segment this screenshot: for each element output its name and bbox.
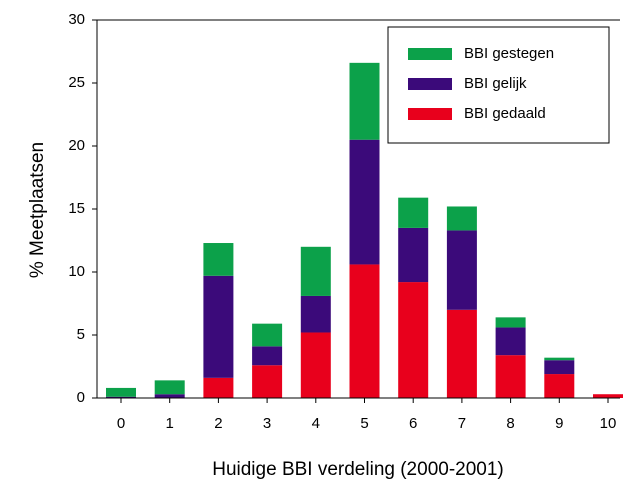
x-tick-label: 9 (555, 415, 563, 432)
bar-segment (398, 197, 429, 228)
bar-segment (106, 396, 136, 398)
y-tick-label: 5 (77, 326, 85, 343)
legend-swatch (408, 108, 452, 120)
bar-segment (495, 317, 526, 328)
bar-segment (349, 139, 380, 265)
bar-segment (203, 377, 234, 398)
x-axis-label: Huidige BBI verdeling (2000-2001) (212, 459, 504, 480)
legend-label: BBI gelijk (464, 75, 527, 92)
bar-segment (349, 62, 380, 140)
x-tick-label: 1 (166, 415, 174, 432)
bar-segment (495, 355, 526, 398)
bar-segment (154, 380, 185, 395)
bar-segment (300, 295, 331, 333)
bar-segment (446, 309, 477, 398)
bar-segment (154, 394, 185, 398)
y-tick-label: 30 (68, 11, 85, 28)
y-tick-label: 10 (68, 263, 85, 280)
bar-segment (544, 374, 575, 398)
bar-segment (593, 394, 623, 398)
x-tick-label: 6 (409, 415, 417, 432)
x-tick-label: 7 (458, 415, 466, 432)
y-tick-label: 15 (68, 200, 85, 217)
bar-segment (398, 282, 429, 398)
x-tick-label: 5 (360, 415, 368, 432)
bar-segment (349, 264, 380, 398)
bar-segment (252, 365, 283, 398)
y-tick-label: 25 (68, 74, 85, 91)
x-tick-label: 10 (600, 415, 617, 432)
x-tick-label: 2 (214, 415, 222, 432)
bar-segment (300, 246, 331, 296)
bar-segment (252, 323, 283, 347)
bar-segment (300, 332, 331, 398)
legend-label: BBI gedaald (464, 105, 546, 122)
y-axis-label: % Meetplaatsen (27, 142, 48, 278)
x-tick-label: 0 (117, 415, 125, 432)
bar-segment (495, 327, 526, 356)
legend-swatch (408, 78, 452, 90)
bar-segment (106, 387, 136, 397)
bar-segment (398, 227, 429, 283)
legend-label: BBI gestegen (464, 45, 554, 62)
bar-segment (252, 346, 283, 366)
y-tick-label: 20 (68, 137, 85, 154)
bar-segment (203, 275, 234, 378)
bar-segment (203, 243, 234, 276)
legend-swatch (408, 48, 452, 60)
x-tick-label: 4 (312, 415, 320, 432)
bar-segment (544, 357, 575, 361)
bar-segment (544, 360, 575, 375)
x-tick-label: 3 (263, 415, 271, 432)
x-tick-label: 8 (506, 415, 514, 432)
bar-segment (446, 230, 477, 310)
bar-segment (446, 206, 477, 231)
y-tick-label: 0 (77, 389, 85, 406)
